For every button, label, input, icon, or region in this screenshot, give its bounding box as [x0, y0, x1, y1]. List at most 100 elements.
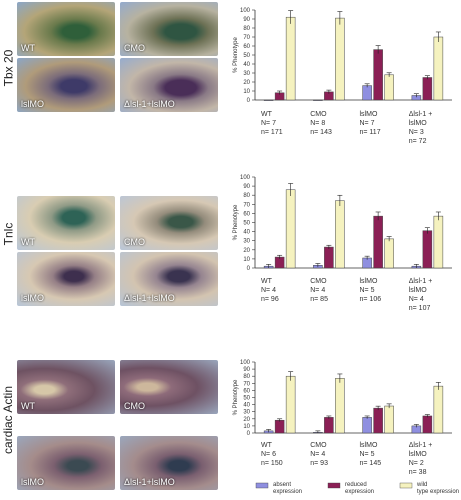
y-tick-label: 0	[247, 266, 251, 272]
y-tick-label: 40	[243, 230, 250, 236]
legend-swatch	[255, 482, 269, 489]
y-tick-label: 90	[243, 17, 250, 23]
y-tick-label: 0	[247, 98, 251, 104]
group-label: WT	[261, 278, 273, 285]
y-tick-label: 80	[243, 26, 250, 32]
group-label: N= 4	[261, 287, 276, 294]
y-tick-label: 40	[243, 62, 250, 68]
embryo-photo-tnlc-cmo: CMO	[120, 196, 218, 250]
bar	[433, 36, 444, 101]
group-label: WT	[261, 111, 273, 118]
group-label: lslMO	[360, 442, 378, 449]
y-tick-label: 20	[243, 80, 250, 86]
photo-caption: CMO	[124, 43, 145, 53]
legend-label-line2: expression	[345, 489, 374, 495]
group-label: n= 93	[310, 460, 328, 467]
group-label: n= 96	[261, 296, 279, 303]
y-tick-label: 50	[243, 53, 250, 59]
y-tick-label: 40	[243, 403, 250, 409]
group-label: N= 4	[409, 296, 424, 303]
photo-caption: WT	[21, 401, 35, 411]
embryo-photo-actin-delta-lslmo: Δlsl-1+lslMO	[120, 436, 218, 490]
embryo-photo-tnlc-wt: WT	[17, 196, 115, 250]
bar	[373, 49, 383, 101]
y-tick-label: 100	[240, 175, 251, 181]
y-tick-label: 70	[243, 202, 250, 208]
y-tick-label: 90	[243, 367, 250, 373]
y-axis-title: % Phenotype	[233, 204, 239, 240]
group-label: n= 145	[360, 460, 382, 467]
group-label: N= 8	[310, 120, 325, 127]
bar	[422, 77, 433, 101]
y-tick-label: 90	[243, 184, 250, 190]
bar	[373, 215, 383, 269]
y-tick-label: 80	[243, 374, 250, 380]
y-axis-title: % Phenotype	[233, 379, 239, 415]
bar	[433, 215, 444, 269]
bar	[384, 238, 394, 269]
bar	[285, 375, 296, 434]
group-label: N= 2	[409, 460, 424, 467]
y-tick-label: 10	[243, 257, 250, 263]
bar	[285, 16, 296, 101]
group-label: n= 106	[360, 296, 382, 303]
bar	[362, 85, 372, 101]
y-tick-label: 100	[240, 8, 251, 14]
bar	[285, 189, 296, 269]
embryo-photo-actin-cmo: CMO	[120, 360, 218, 414]
y-tick-label: 0	[247, 431, 251, 437]
bar	[335, 17, 345, 101]
group-label: Δlsl-1 +	[409, 278, 433, 285]
y-axis-title: % Phenotype	[233, 36, 239, 72]
photo-caption: WT	[21, 43, 35, 53]
legend-label-line1: absent	[273, 482, 291, 488]
legend-label-line2: type expression	[417, 489, 459, 495]
bar	[324, 417, 334, 434]
photo-caption: lslMO	[21, 477, 44, 487]
y-tick-label: 60	[243, 44, 250, 50]
y-tick-label: 20	[243, 417, 250, 423]
group-label: n= 117	[360, 129, 381, 136]
y-tick-label: 30	[243, 71, 250, 77]
y-tick-label: 20	[243, 248, 250, 254]
bar	[335, 200, 345, 269]
group-label: lslMO	[409, 287, 427, 294]
bar	[362, 417, 372, 434]
y-tick-label: 60	[243, 211, 250, 217]
group-label: lslMO	[409, 120, 427, 127]
y-tick-label: 10	[243, 424, 250, 430]
photo-caption: lslMO	[21, 99, 44, 109]
embryo-photo-tbx20-wt: WT	[17, 2, 115, 56]
group-label: Δlsl-1 +	[409, 111, 433, 118]
group-label: n= 150	[261, 460, 283, 467]
embryo-photo-tbx20-delta-lslmo: Δlsl-1+lslMO	[120, 58, 218, 112]
photo-caption: CMO	[124, 401, 145, 411]
y-tick-label: 30	[243, 410, 250, 416]
bar	[384, 74, 394, 101]
embryo-photo-tnlc-delta-lslmo: Δlsl-1+lslMO	[120, 252, 218, 306]
legend-swatch	[327, 482, 341, 489]
photo-caption: WT	[21, 237, 35, 247]
group-label: N= 5	[360, 451, 375, 458]
group-label: lslMO	[360, 278, 378, 285]
bar	[324, 246, 334, 269]
group-label: N= 3	[409, 129, 424, 136]
y-tick-label: 70	[243, 381, 250, 387]
group-label: lslMO	[409, 451, 427, 458]
y-tick-label: 50	[243, 221, 250, 227]
group-label: WT	[261, 442, 273, 449]
group-label: N= 7	[360, 120, 375, 127]
group-label: lslMO	[360, 111, 378, 118]
group-label: CMO	[310, 111, 327, 118]
group-label: n= 143	[310, 129, 332, 136]
legend-swatch	[399, 482, 413, 489]
y-tick-label: 50	[243, 396, 250, 402]
y-tick-label: 100	[240, 360, 251, 366]
group-label: CMO	[310, 442, 327, 449]
y-tick-label: 70	[243, 35, 250, 41]
legend-label-line2: expression	[273, 489, 302, 495]
y-tick-label: 10	[243, 89, 250, 95]
bar	[384, 405, 394, 434]
legend-label-line1: reduced	[345, 482, 367, 488]
